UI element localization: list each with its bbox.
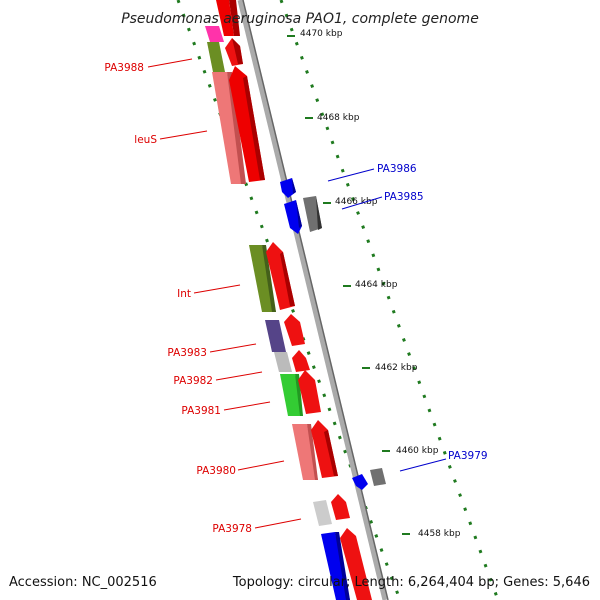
map-title: Pseudomonas aeruginosa PAO1, complete ge… [121, 11, 479, 27]
leader-int [193, 284, 241, 294]
gene-label-pa3988[interactable]: PA3988 [104, 62, 144, 74]
leader-pa3978 [254, 518, 302, 529]
feature-pa3980 [292, 420, 338, 480]
feature-bar-top [205, 0, 240, 42]
outer-tick-track [279, 0, 500, 600]
gene-label-int[interactable]: Int [177, 288, 191, 300]
leader-pa3982 [215, 371, 263, 381]
leader-pa3988 [147, 58, 193, 68]
kbp-tick-label: 4466 kbp [335, 197, 378, 207]
genome-backbone [237, 0, 388, 600]
feature-pa3986 [280, 178, 296, 198]
leader-pa3983 [209, 343, 257, 353]
gene-label-leus[interactable]: leuS [134, 134, 157, 146]
leader-pa3985 [341, 196, 383, 210]
accession-text: Accession: NC_002516 [9, 575, 157, 590]
leader-pa3979 [399, 458, 447, 472]
gene-label-pa3978[interactable]: PA3978 [212, 523, 252, 535]
gene-label-pa3982[interactable]: PA3982 [173, 375, 213, 387]
gene-label-pa3985[interactable]: PA3985 [384, 191, 424, 203]
kbp-scale: 4470 kbp 4468 kbp 4466 kbp 4464 kbp 4462… [287, 29, 461, 539]
leader-pa3981 [223, 401, 271, 411]
gene-label-pa3979[interactable]: PA3979 [448, 450, 488, 462]
gene-label-pa3983[interactable]: PA3983 [167, 347, 207, 359]
gene-label-pa3980[interactable]: PA3980 [196, 465, 236, 477]
feature-leus [212, 66, 265, 184]
kbp-tick-label: 4464 kbp [355, 280, 398, 290]
feature-pa3985 [284, 196, 322, 234]
leader-pa3986 [327, 168, 375, 182]
kbp-tick-label: 4468 kbp [317, 113, 360, 123]
leader-leus [159, 130, 208, 140]
feature-pa3988 [207, 38, 243, 72]
gene-label-pa3981[interactable]: PA3981 [181, 405, 221, 417]
kbp-tick-label: 4458 kbp [418, 529, 461, 539]
feature-pa3981 [280, 370, 321, 416]
gene-label-pa3986[interactable]: PA3986 [377, 163, 417, 175]
feature-pa3983 [265, 314, 305, 352]
feature-pa3979 [352, 468, 386, 490]
leader-pa3980 [237, 460, 285, 471]
inner-tick-track [176, 0, 402, 600]
label-leaders [147, 58, 447, 529]
feature-pa3982 [274, 350, 310, 372]
gene-labels: PA3988 leuS PA3986 PA3985 Int PA3983 PA3… [104, 62, 487, 535]
kbp-tick-label: 4470 kbp [300, 29, 343, 39]
feature-pa3978 [313, 494, 350, 526]
genome-summary-text: Topology: circular; Length: 6,264,404 bp… [232, 575, 590, 590]
genome-backbone-shadow [242, 0, 389, 600]
feature-int [249, 242, 295, 312]
feature-bar-bottom [321, 528, 372, 600]
kbp-tick-label: 4462 kbp [375, 363, 418, 373]
kbp-tick-label: 4460 kbp [396, 446, 439, 456]
